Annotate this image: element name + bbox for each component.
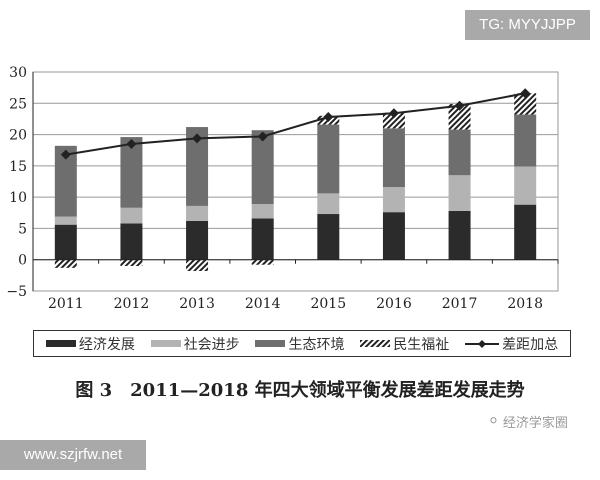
x-tick-label: 2016 <box>376 296 412 312</box>
bar-ecology <box>120 137 143 208</box>
legend-label: 经济发展 <box>78 336 135 353</box>
legend-item-gap: 差距加总 <box>465 334 558 354</box>
bar-ecology <box>186 127 209 206</box>
gap-total-marker <box>454 100 465 111</box>
bar-society <box>120 207 143 224</box>
x-tick-label: 2017 <box>442 296 478 312</box>
bar-economy <box>54 224 77 260</box>
gap-total-marker <box>388 108 399 119</box>
bar-welfare <box>251 259 274 265</box>
legend-line-diamond <box>465 339 500 348</box>
y-tick-label: −5 <box>6 284 27 300</box>
legend-item-society: 社会进步 <box>150 334 240 354</box>
gap-total-marker <box>520 88 531 99</box>
legend-label: 民生福祉 <box>393 336 450 353</box>
bar-economy <box>514 204 537 260</box>
x-tick-label: 2014 <box>245 296 281 312</box>
figure-caption: 图 3 2011—2018 年四大领域平衡发展差距发展走势 <box>75 380 525 401</box>
legend-label: 差距加总 <box>502 336 559 353</box>
bar-economy <box>317 214 340 260</box>
x-tick-label: 2011 <box>48 296 84 312</box>
bar-welfare <box>54 259 77 268</box>
bar-society <box>186 205 209 221</box>
bar-economy <box>120 223 143 260</box>
bar-society <box>251 204 274 219</box>
y-tick-label: 10 <box>9 190 27 206</box>
x-tick-label: 2018 <box>507 296 543 312</box>
legend-label: 社会进步 <box>183 336 240 353</box>
bar-society <box>448 175 471 211</box>
legend-label: 生态环境 <box>288 336 345 353</box>
bar-welfare <box>186 259 209 271</box>
bar-economy <box>382 212 405 260</box>
x-tick-label: 2015 <box>310 296 346 312</box>
legend-item-ecology: 生态环境 <box>255 334 344 354</box>
bar-society <box>54 216 77 225</box>
bar-ecology <box>382 128 405 188</box>
bar-economy <box>186 220 209 260</box>
bar-society <box>514 166 537 205</box>
wechat-icon: ⚪ <box>488 414 499 429</box>
bar-welfare <box>448 103 471 130</box>
brand-watermark: ⚪ 经济学家圈 <box>488 412 568 431</box>
y-tick-label: 30 <box>9 65 27 81</box>
legend-swatch <box>150 340 181 347</box>
bar-ecology <box>251 130 274 205</box>
gap-total-marker <box>192 133 203 144</box>
gap-total-marker <box>257 131 268 142</box>
gap-total-marker <box>323 112 334 123</box>
plot-frame <box>32 71 559 292</box>
x-tick-label: 2012 <box>114 296 150 312</box>
x-tick-label: 2013 <box>179 296 215 312</box>
legend-swatch-hatched <box>360 340 391 347</box>
brand-text: 经济学家圈 <box>502 416 568 431</box>
legend-item-welfare: 民生福祉 <box>360 334 449 354</box>
bar-society <box>317 193 340 215</box>
bar-ecology <box>514 114 537 167</box>
legend-swatch <box>255 340 286 347</box>
stacked-bar-line-chart: −5 0 5 10 15 20 25 30 2011 2012 2013 2014 2015 2016 20… <box>6 65 559 312</box>
y-tick-label: 20 <box>9 128 27 144</box>
y-tick-label: 5 <box>18 221 27 237</box>
legend-swatch <box>45 340 76 347</box>
gap-total-marker <box>126 138 137 149</box>
gap-total-marker <box>60 149 71 160</box>
bar-economy <box>448 210 471 260</box>
bar-society <box>382 187 405 213</box>
bar-welfare <box>120 259 143 266</box>
y-tick-label: 25 <box>9 96 27 112</box>
gap-total-line <box>65 92 526 156</box>
bar-welfare <box>514 93 537 115</box>
watermark-top: TG: MYYJJPP <box>465 10 590 40</box>
legend-item-economy: 经济发展 <box>45 334 135 354</box>
watermark-bottom: www.szjrfw.net <box>0 440 146 470</box>
bar-ecology <box>54 145 77 217</box>
legend: 经济发展 社会进步 生态环境 民生福祉 差距加总 <box>33 330 571 357</box>
y-tick-label: 0 <box>18 253 27 269</box>
bar-economy <box>251 218 274 260</box>
y-tick-label: 15 <box>9 159 27 175</box>
bar-welfare <box>382 112 405 129</box>
bar-ecology <box>448 129 471 176</box>
bar-ecology <box>317 124 340 194</box>
